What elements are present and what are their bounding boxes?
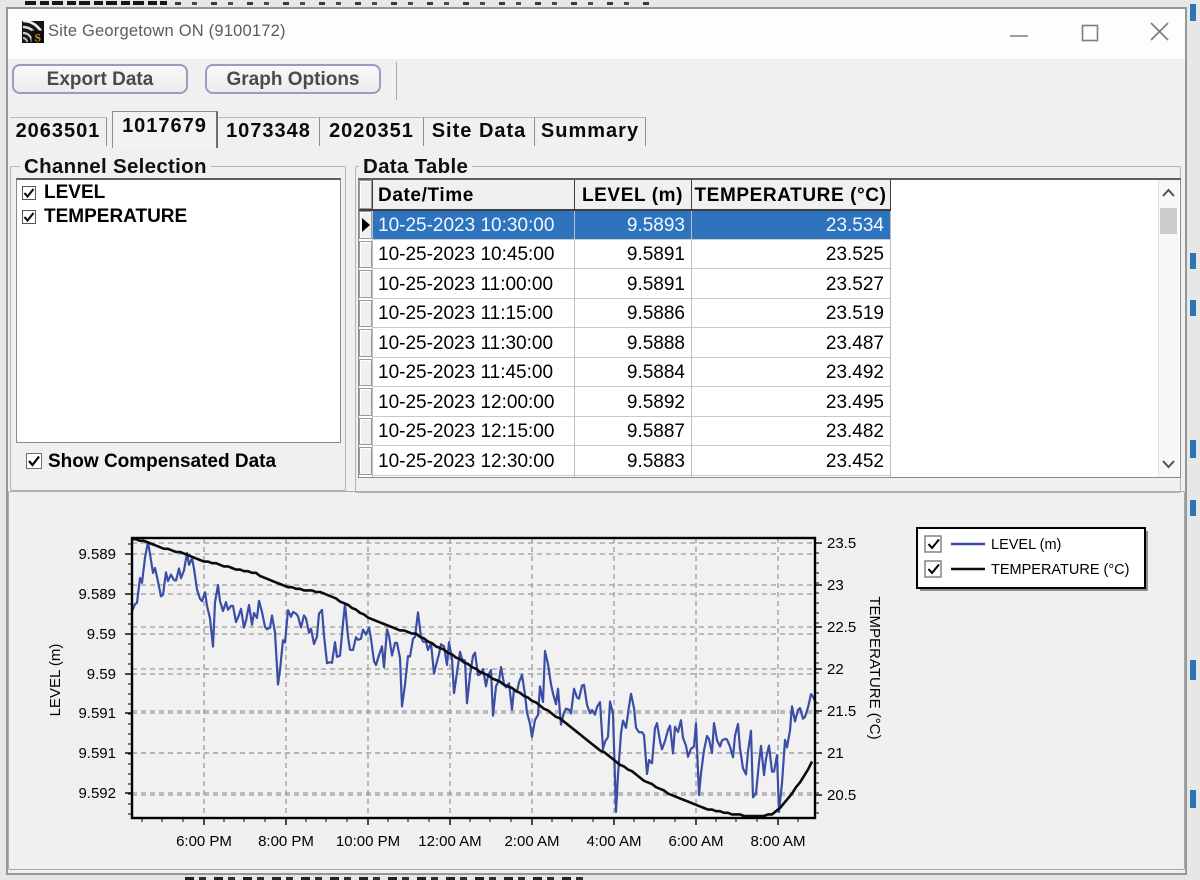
svg-text:S: S bbox=[35, 33, 41, 44]
svg-text:TEMPERATURE (°C): TEMPERATURE (°C) bbox=[991, 562, 1129, 578]
svg-text:9.592: 9.592 bbox=[78, 785, 116, 802]
svg-text:8:00 PM: 8:00 PM bbox=[258, 833, 314, 850]
svg-text:9.589: 9.589 bbox=[78, 546, 116, 563]
svg-text:23: 23 bbox=[827, 577, 844, 594]
svg-text:9.589: 9.589 bbox=[78, 586, 116, 603]
svg-text:6:00 PM: 6:00 PM bbox=[176, 833, 232, 850]
svg-text:21.5: 21.5 bbox=[827, 703, 856, 720]
svg-text:9.591: 9.591 bbox=[78, 745, 116, 762]
svg-text:21: 21 bbox=[827, 745, 844, 762]
svg-text:9.59: 9.59 bbox=[87, 666, 116, 683]
svg-text:6:00 AM: 6:00 AM bbox=[668, 833, 723, 850]
svg-text:4:00 AM: 4:00 AM bbox=[586, 833, 641, 850]
svg-text:2:00 AM: 2:00 AM bbox=[504, 833, 559, 850]
svg-text:23.5: 23.5 bbox=[827, 535, 856, 552]
svg-text:10:00 PM: 10:00 PM bbox=[336, 833, 400, 850]
svg-text:LEVEL (m): LEVEL (m) bbox=[991, 537, 1061, 553]
svg-text:8:00 AM: 8:00 AM bbox=[750, 833, 805, 850]
svg-text:TEMPERATURE (°C): TEMPERATURE (°C) bbox=[866, 596, 883, 739]
svg-text:12:00 AM: 12:00 AM bbox=[418, 833, 481, 850]
svg-text:LEVEL (m): LEVEL (m) bbox=[47, 644, 64, 717]
svg-text:20.5: 20.5 bbox=[827, 787, 856, 804]
svg-text:22.5: 22.5 bbox=[827, 619, 856, 636]
svg-text:22: 22 bbox=[827, 661, 844, 678]
svg-text:9.59: 9.59 bbox=[87, 626, 116, 643]
svg-text:9.591: 9.591 bbox=[78, 705, 116, 722]
